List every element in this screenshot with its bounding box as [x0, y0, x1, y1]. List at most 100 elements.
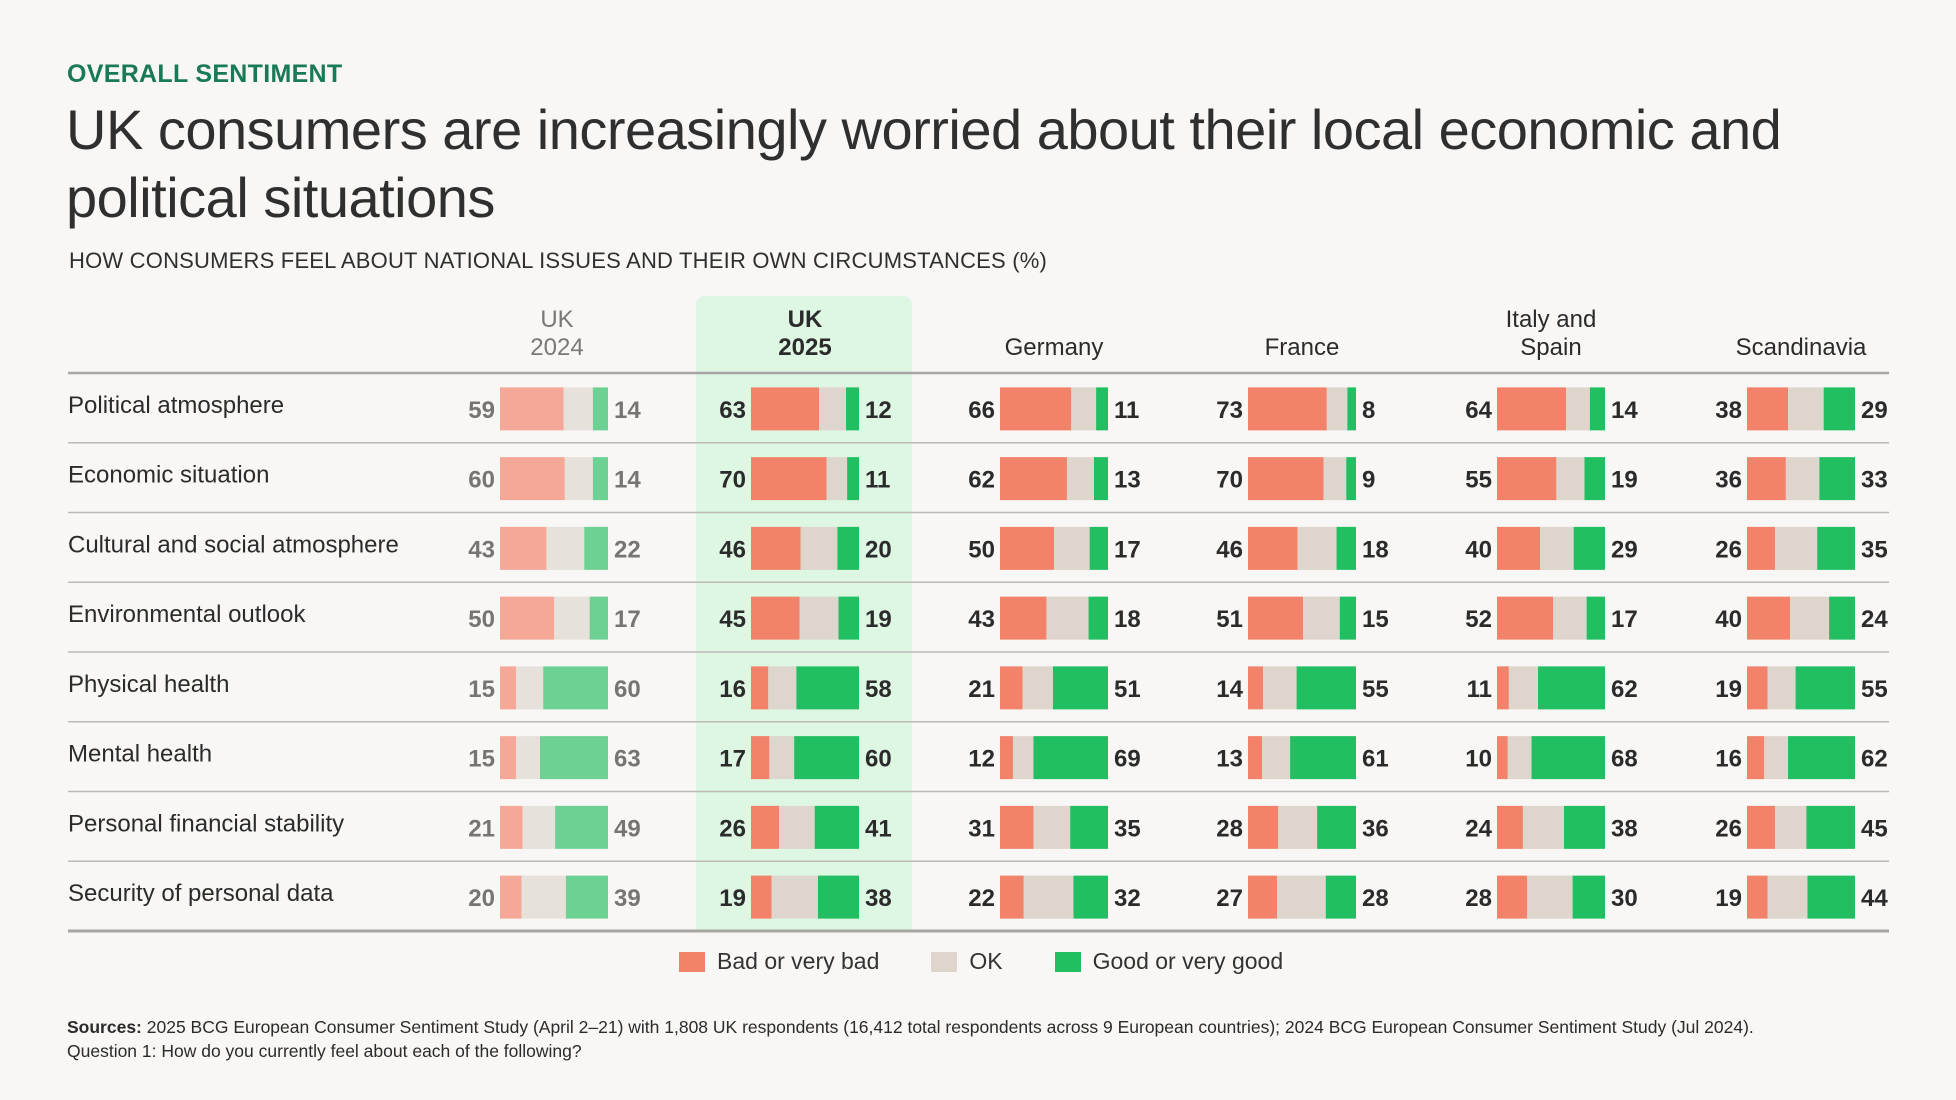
bar-segment-bad — [1248, 526, 1298, 570]
value-label-good: 14 — [614, 467, 641, 494]
bar-segment-good — [1538, 666, 1605, 710]
value-label-bad: 70 — [719, 467, 746, 494]
question-text: Question 1: How do you currently feel ab… — [67, 1041, 582, 1061]
sources-label: Sources: — [67, 1017, 142, 1037]
value-label-bad: 21 — [468, 815, 495, 842]
bar-segment-good — [1817, 526, 1855, 570]
bar-segment-ok — [521, 875, 566, 919]
value-label-bad: 45 — [719, 606, 746, 633]
value-label-bad: 59 — [468, 397, 495, 424]
column-header-france: France — [1265, 334, 1340, 361]
legend-swatch-ok — [931, 951, 958, 972]
value-label-bad: 19 — [719, 885, 746, 912]
bar-segment-bad — [1497, 875, 1528, 919]
bar-segment-good — [1088, 596, 1108, 640]
bar-segment-good — [1339, 596, 1356, 640]
value-label-bad: 26 — [719, 815, 746, 842]
value-label-good: 17 — [614, 606, 641, 633]
bar-segment-ok — [1785, 457, 1820, 501]
bar-segment-ok — [1556, 457, 1585, 501]
bar-segment-ok — [1012, 736, 1034, 780]
column-header-italy-and-spain: Spain — [1520, 334, 1581, 361]
column-header-uk-2024: UK — [540, 306, 573, 333]
value-label-bad: 13 — [1216, 746, 1243, 773]
value-label-good: 44 — [1861, 885, 1888, 912]
bar-segment-ok — [522, 805, 556, 849]
value-label-good: 61 — [1362, 746, 1389, 773]
value-label-bad: 31 — [968, 815, 995, 842]
bar-segment-bad — [1248, 596, 1304, 640]
sources-note: Sources: 2025 BCG European Consumer Sent… — [67, 1015, 1927, 1063]
bar-segment-good — [838, 596, 859, 640]
bar-segment-good — [1563, 805, 1605, 849]
bar-segment-good — [1325, 875, 1356, 919]
bar-segment-good — [1572, 875, 1605, 919]
legend-label-ok: OK — [969, 948, 1003, 974]
column-header-uk-2025: UK — [788, 306, 823, 333]
value-label-good: 36 — [1362, 815, 1389, 842]
value-label-bad: 62 — [968, 467, 995, 494]
value-label-good: 33 — [1861, 467, 1888, 494]
bar-segment-bad — [500, 457, 565, 501]
value-label-bad: 17 — [719, 746, 746, 773]
bar-segment-good — [814, 805, 859, 849]
value-label-bad: 21 — [968, 676, 995, 703]
legend-item-good: Good or very good — [1054, 948, 1283, 975]
bar-segment-ok — [564, 457, 593, 501]
bar-segment-ok — [1553, 596, 1587, 640]
bar-segment-ok — [546, 526, 585, 570]
bar-segment-good — [1346, 457, 1356, 501]
value-label-good: 20 — [865, 536, 892, 563]
bar-segment-good — [817, 875, 859, 919]
row-label: Personal financial stability — [68, 810, 344, 837]
value-label-good: 28 — [1362, 885, 1389, 912]
value-label-bad: 15 — [468, 676, 495, 703]
bar-segment-good — [592, 387, 608, 431]
value-label-bad: 43 — [468, 536, 495, 563]
bar-segment-ok — [1775, 526, 1818, 570]
bar-segment-ok — [1071, 387, 1097, 431]
bar-segment-bad — [1747, 387, 1789, 431]
value-label-bad: 11 — [1467, 676, 1492, 703]
value-label-bad: 51 — [1216, 606, 1243, 633]
bar-segment-bad — [500, 875, 522, 919]
value-label-bad: 64 — [1465, 397, 1492, 424]
bar-segment-ok — [1788, 387, 1824, 431]
legend-label-bad: Bad or very bad — [717, 948, 880, 974]
value-label-good: 18 — [1362, 536, 1389, 563]
bar-segment-bad — [1000, 736, 1013, 780]
value-label-good: 62 — [1861, 746, 1888, 773]
bar-segment-bad — [1497, 596, 1554, 640]
bar-segment-ok — [800, 526, 838, 570]
value-label-good: 30 — [1611, 885, 1638, 912]
value-label-good: 69 — [1114, 746, 1141, 773]
bar-segment-good — [1296, 666, 1356, 710]
bar-segment-bad — [500, 387, 564, 431]
value-label-bad: 43 — [968, 606, 995, 633]
bar-segment-good — [1806, 805, 1855, 849]
value-label-good: 58 — [865, 676, 892, 703]
bar-segment-bad — [500, 526, 547, 570]
bar-segment-bad — [751, 457, 827, 501]
value-label-bad: 16 — [719, 676, 746, 703]
bar-segment-ok — [554, 596, 590, 640]
bar-segment-good — [1290, 736, 1356, 780]
bar-segment-good — [1073, 875, 1108, 919]
value-label-good: 68 — [1611, 746, 1638, 773]
bar-segment-ok — [1323, 457, 1347, 501]
section-kicker: OVERALL SENTIMENT — [67, 60, 343, 88]
value-label-bad: 66 — [968, 397, 995, 424]
bar-segment-ok — [1540, 526, 1574, 570]
bar-segment-bad — [1747, 805, 1776, 849]
value-label-good: 13 — [1114, 467, 1141, 494]
value-label-good: 14 — [614, 397, 641, 424]
value-label-bad: 36 — [1715, 467, 1742, 494]
bar-segment-ok — [1066, 457, 1094, 501]
bar-segment-good — [1347, 387, 1356, 431]
bar-segment-good — [565, 875, 608, 919]
bar-segment-bad — [1747, 457, 1786, 501]
value-label-good: 18 — [1114, 606, 1141, 633]
value-label-bad: 50 — [468, 606, 495, 633]
bar-segment-ok — [1508, 666, 1539, 710]
value-label-good: 41 — [865, 815, 892, 842]
